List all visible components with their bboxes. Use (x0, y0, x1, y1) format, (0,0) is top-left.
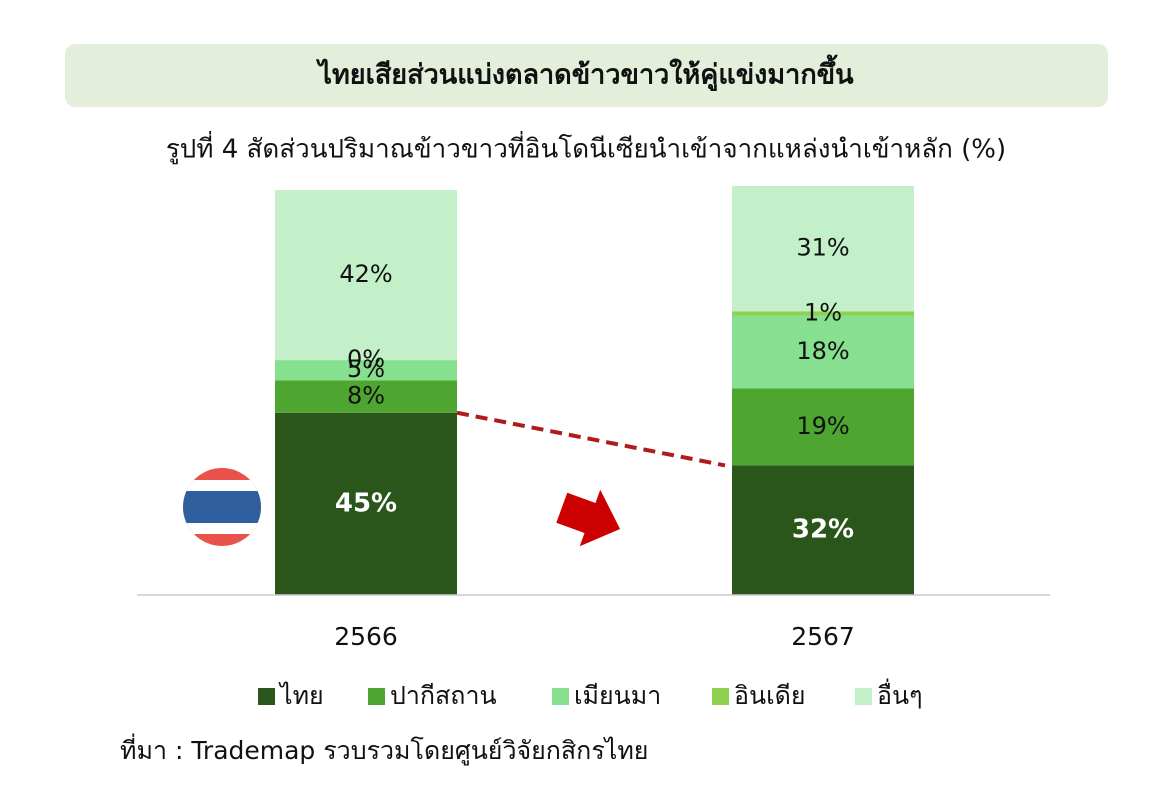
data-label: 8% (347, 382, 385, 410)
data-label: 19% (796, 412, 849, 440)
x-tick-label: 2567 (791, 622, 855, 651)
bar-segment (275, 412, 457, 595)
chart-title: ไทยเสียส่วนแบ่งตลาดข้าวขาวให้คู่แข่งมากข… (315, 54, 854, 92)
legend-label: อื่นๆ (877, 678, 923, 710)
legend-swatch (368, 688, 385, 705)
bar-segment (275, 190, 457, 361)
data-label: 32% (792, 515, 854, 545)
bar-segment (275, 360, 457, 381)
data-label: 5% (347, 355, 385, 383)
legend-label: อินเดีย (734, 681, 806, 710)
legend-swatch (258, 688, 275, 705)
trend-line (456, 410, 726, 468)
source-note: ที่มา : Trademap รวบรวมโดยศูนย์วิจัยกสิก… (120, 733, 648, 766)
data-label: 18% (796, 337, 849, 365)
data-label: 42% (339, 260, 392, 288)
thai-flag (183, 468, 261, 546)
bar-segment (732, 315, 914, 389)
bar-segment (732, 388, 914, 466)
data-label: 0% (347, 345, 385, 373)
legend-swatch (712, 688, 729, 705)
legend-swatch (552, 688, 569, 705)
legend-label: เมียนมา (574, 681, 661, 710)
arrow (556, 489, 621, 547)
bar-segment (732, 185, 914, 312)
legend-swatch (855, 688, 872, 705)
data-label: 45% (335, 488, 397, 518)
legend-label: ไทย (278, 681, 324, 710)
data-label: 31% (796, 234, 849, 262)
bar-segment (275, 380, 457, 413)
title-banner (65, 44, 1108, 107)
legend-label: ปากีสถาน (390, 681, 497, 710)
bar-segment (732, 465, 914, 595)
chart-subtitle: รูปที่ 4 สัดส่วนปริมาณข้าวขาวที่อินโดนีเ… (166, 131, 1006, 165)
data-label: 1% (804, 299, 842, 327)
bar-segment (732, 311, 914, 316)
x-tick-label: 2566 (334, 622, 398, 651)
